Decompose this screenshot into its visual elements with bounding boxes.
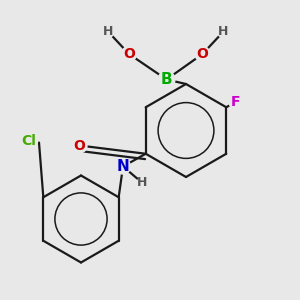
Text: H: H	[218, 25, 229, 38]
Circle shape	[116, 159, 130, 174]
Text: F: F	[231, 95, 240, 109]
Circle shape	[195, 46, 210, 62]
Circle shape	[122, 46, 136, 62]
Text: B: B	[161, 72, 172, 87]
Circle shape	[229, 95, 242, 109]
Text: H: H	[137, 176, 148, 190]
Text: O: O	[74, 139, 86, 152]
Circle shape	[218, 26, 230, 38]
Text: Cl: Cl	[21, 134, 36, 148]
Circle shape	[72, 138, 87, 153]
Circle shape	[158, 71, 175, 88]
Text: O: O	[196, 47, 208, 61]
Circle shape	[102, 26, 114, 38]
Text: N: N	[117, 159, 129, 174]
Text: O: O	[123, 47, 135, 61]
Circle shape	[20, 132, 38, 150]
Circle shape	[137, 178, 148, 188]
Text: H: H	[103, 25, 113, 38]
